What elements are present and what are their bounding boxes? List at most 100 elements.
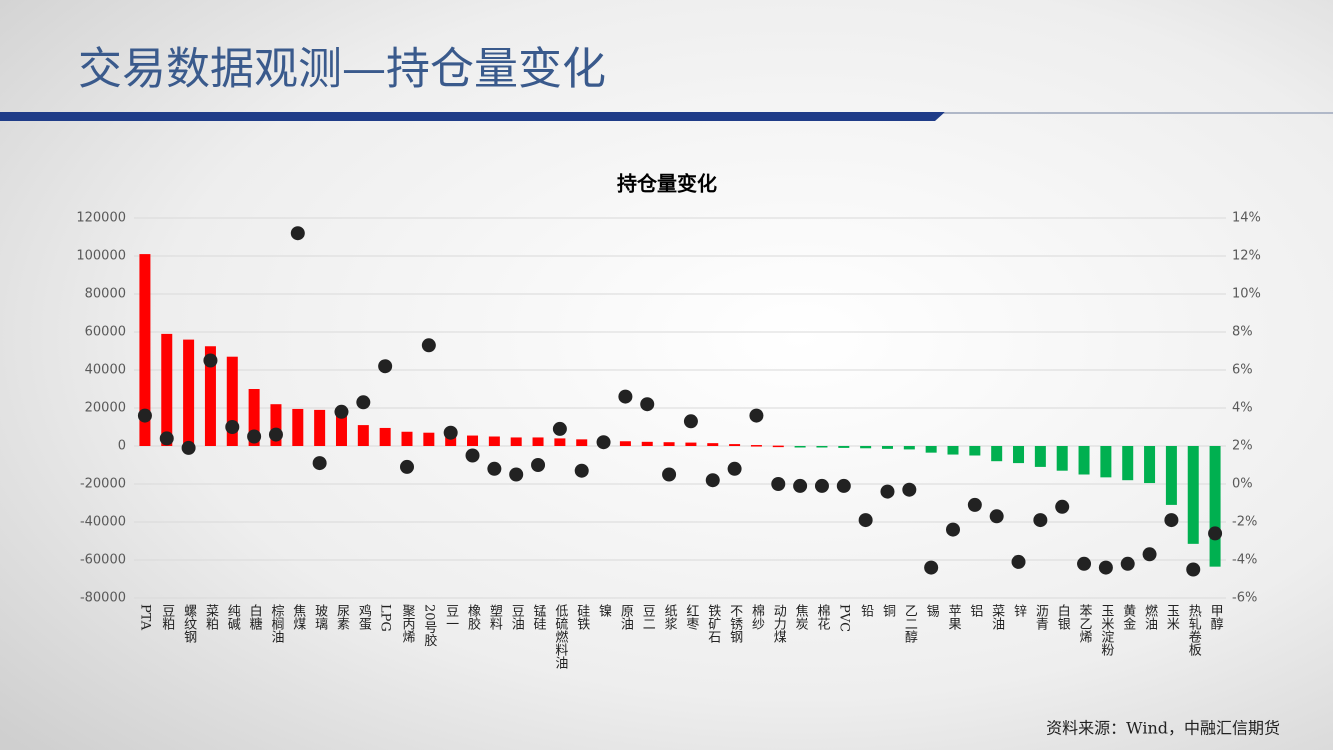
dot	[247, 429, 262, 444]
bar	[204, 346, 216, 446]
y2-tick-label: 12%	[1232, 249, 1261, 264]
x-tick-label: 苯乙烯	[1077, 604, 1093, 643]
bar	[532, 437, 544, 446]
x-tick-label: 纯碱	[225, 604, 241, 630]
dot	[967, 497, 982, 512]
dot	[683, 414, 698, 429]
dot	[225, 420, 240, 434]
y-tick-label: -80000	[80, 591, 126, 606]
x-tick-label: 菜粕	[203, 604, 219, 630]
dot	[946, 522, 960, 537]
y2-tick-label: 8%	[1232, 325, 1253, 340]
dot	[1164, 513, 1179, 528]
bar	[969, 446, 981, 456]
x-tick-label: 棉花	[814, 604, 830, 631]
x-tick-label: 铜	[880, 604, 896, 617]
dot	[137, 408, 152, 423]
x-tick-label: 硅铁	[574, 604, 590, 630]
dot	[902, 482, 917, 497]
bar	[816, 446, 828, 448]
x-tick-label: 不锈钢	[727, 604, 743, 644]
dot	[159, 431, 174, 446]
bar	[794, 446, 806, 448]
x-tick-label: 锌	[1011, 604, 1027, 617]
bar	[1122, 446, 1134, 481]
dot	[203, 353, 218, 368]
bar	[226, 356, 238, 446]
y2-tick-label: 10%	[1232, 287, 1261, 302]
bar	[248, 389, 260, 446]
x-tick-label: 锰硅	[531, 604, 547, 630]
x-tick-label: 铅	[858, 604, 874, 617]
x-tick-label: 红枣	[683, 603, 699, 630]
dot	[640, 397, 655, 412]
x-tick-label: 铁矿石	[705, 604, 721, 643]
bar	[750, 445, 762, 447]
y2-tick-label: 2%	[1232, 439, 1253, 454]
y-tick-label: 80000	[85, 287, 126, 302]
y-tick-label: -60000	[80, 553, 126, 568]
x-tick-label: 螺纹钢	[181, 604, 197, 644]
dot	[443, 425, 458, 440]
slide-title: 交易数据观测—持仓量变化	[78, 44, 606, 95]
bar	[379, 427, 391, 446]
x-tick-label: 玉米	[1164, 604, 1180, 630]
dot	[400, 459, 414, 474]
bar	[445, 433, 457, 446]
bar	[881, 446, 893, 449]
dot	[727, 461, 742, 476]
bar	[576, 439, 588, 446]
x-tick-label: 纸浆	[662, 604, 678, 630]
y-tick-label: 60000	[85, 325, 126, 340]
bar	[772, 445, 784, 448]
x-tick-label: 鸡蛋	[356, 603, 372, 631]
bar	[1056, 446, 1068, 471]
dot	[705, 473, 720, 488]
source-note: 资料来源：Wind，中融汇信期货	[1046, 719, 1280, 738]
dot	[268, 427, 283, 442]
chart-title: 持仓量变化	[617, 172, 717, 196]
dot	[793, 478, 808, 493]
x-tick-label: 玻璃	[312, 604, 328, 630]
bar	[1187, 446, 1199, 544]
bar	[292, 408, 304, 446]
bar	[183, 339, 195, 446]
y-tick-label: 40000	[85, 363, 126, 378]
x-tick-label: 锡	[924, 604, 940, 617]
dot	[574, 463, 589, 478]
bar	[903, 446, 915, 450]
y2-tick-label: -6%	[1232, 591, 1257, 606]
bar	[357, 425, 369, 446]
bar	[729, 444, 741, 446]
dot	[662, 467, 677, 482]
x-tick-label: 原油	[618, 604, 634, 630]
dot	[1186, 562, 1201, 577]
bar	[161, 333, 173, 446]
y2-tick-label: -2%	[1232, 515, 1257, 530]
bar	[1165, 446, 1177, 505]
dot	[1142, 547, 1157, 562]
bar	[401, 431, 413, 446]
y-tick-label: 0	[118, 439, 126, 454]
dot	[1033, 513, 1048, 528]
x-tick-label: 豆二	[640, 604, 656, 630]
x-tick-label: 焦炭	[793, 604, 809, 631]
dot	[1120, 556, 1135, 571]
dot	[618, 389, 633, 404]
dot	[487, 461, 502, 476]
y-tick-label: 100000	[76, 249, 126, 264]
x-tick-label: 燃油	[1142, 603, 1158, 630]
title-band-tail	[943, 112, 1333, 114]
dot	[1098, 560, 1113, 575]
dot	[356, 395, 371, 410]
bar	[707, 443, 719, 446]
y2-tick-label: 14%	[1232, 211, 1261, 226]
y2-tick-label: 6%	[1232, 363, 1253, 378]
x-tick-label: 沥青	[1033, 604, 1049, 630]
dot	[814, 478, 829, 493]
bar	[991, 446, 1003, 462]
dot	[465, 448, 480, 463]
x-tick-label: 塑料	[487, 604, 503, 630]
bar	[423, 432, 435, 446]
